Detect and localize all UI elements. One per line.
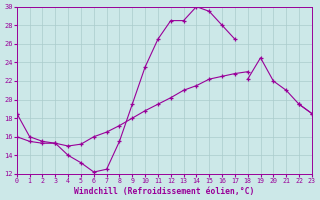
X-axis label: Windchill (Refroidissement éolien,°C): Windchill (Refroidissement éolien,°C) (74, 187, 254, 196)
